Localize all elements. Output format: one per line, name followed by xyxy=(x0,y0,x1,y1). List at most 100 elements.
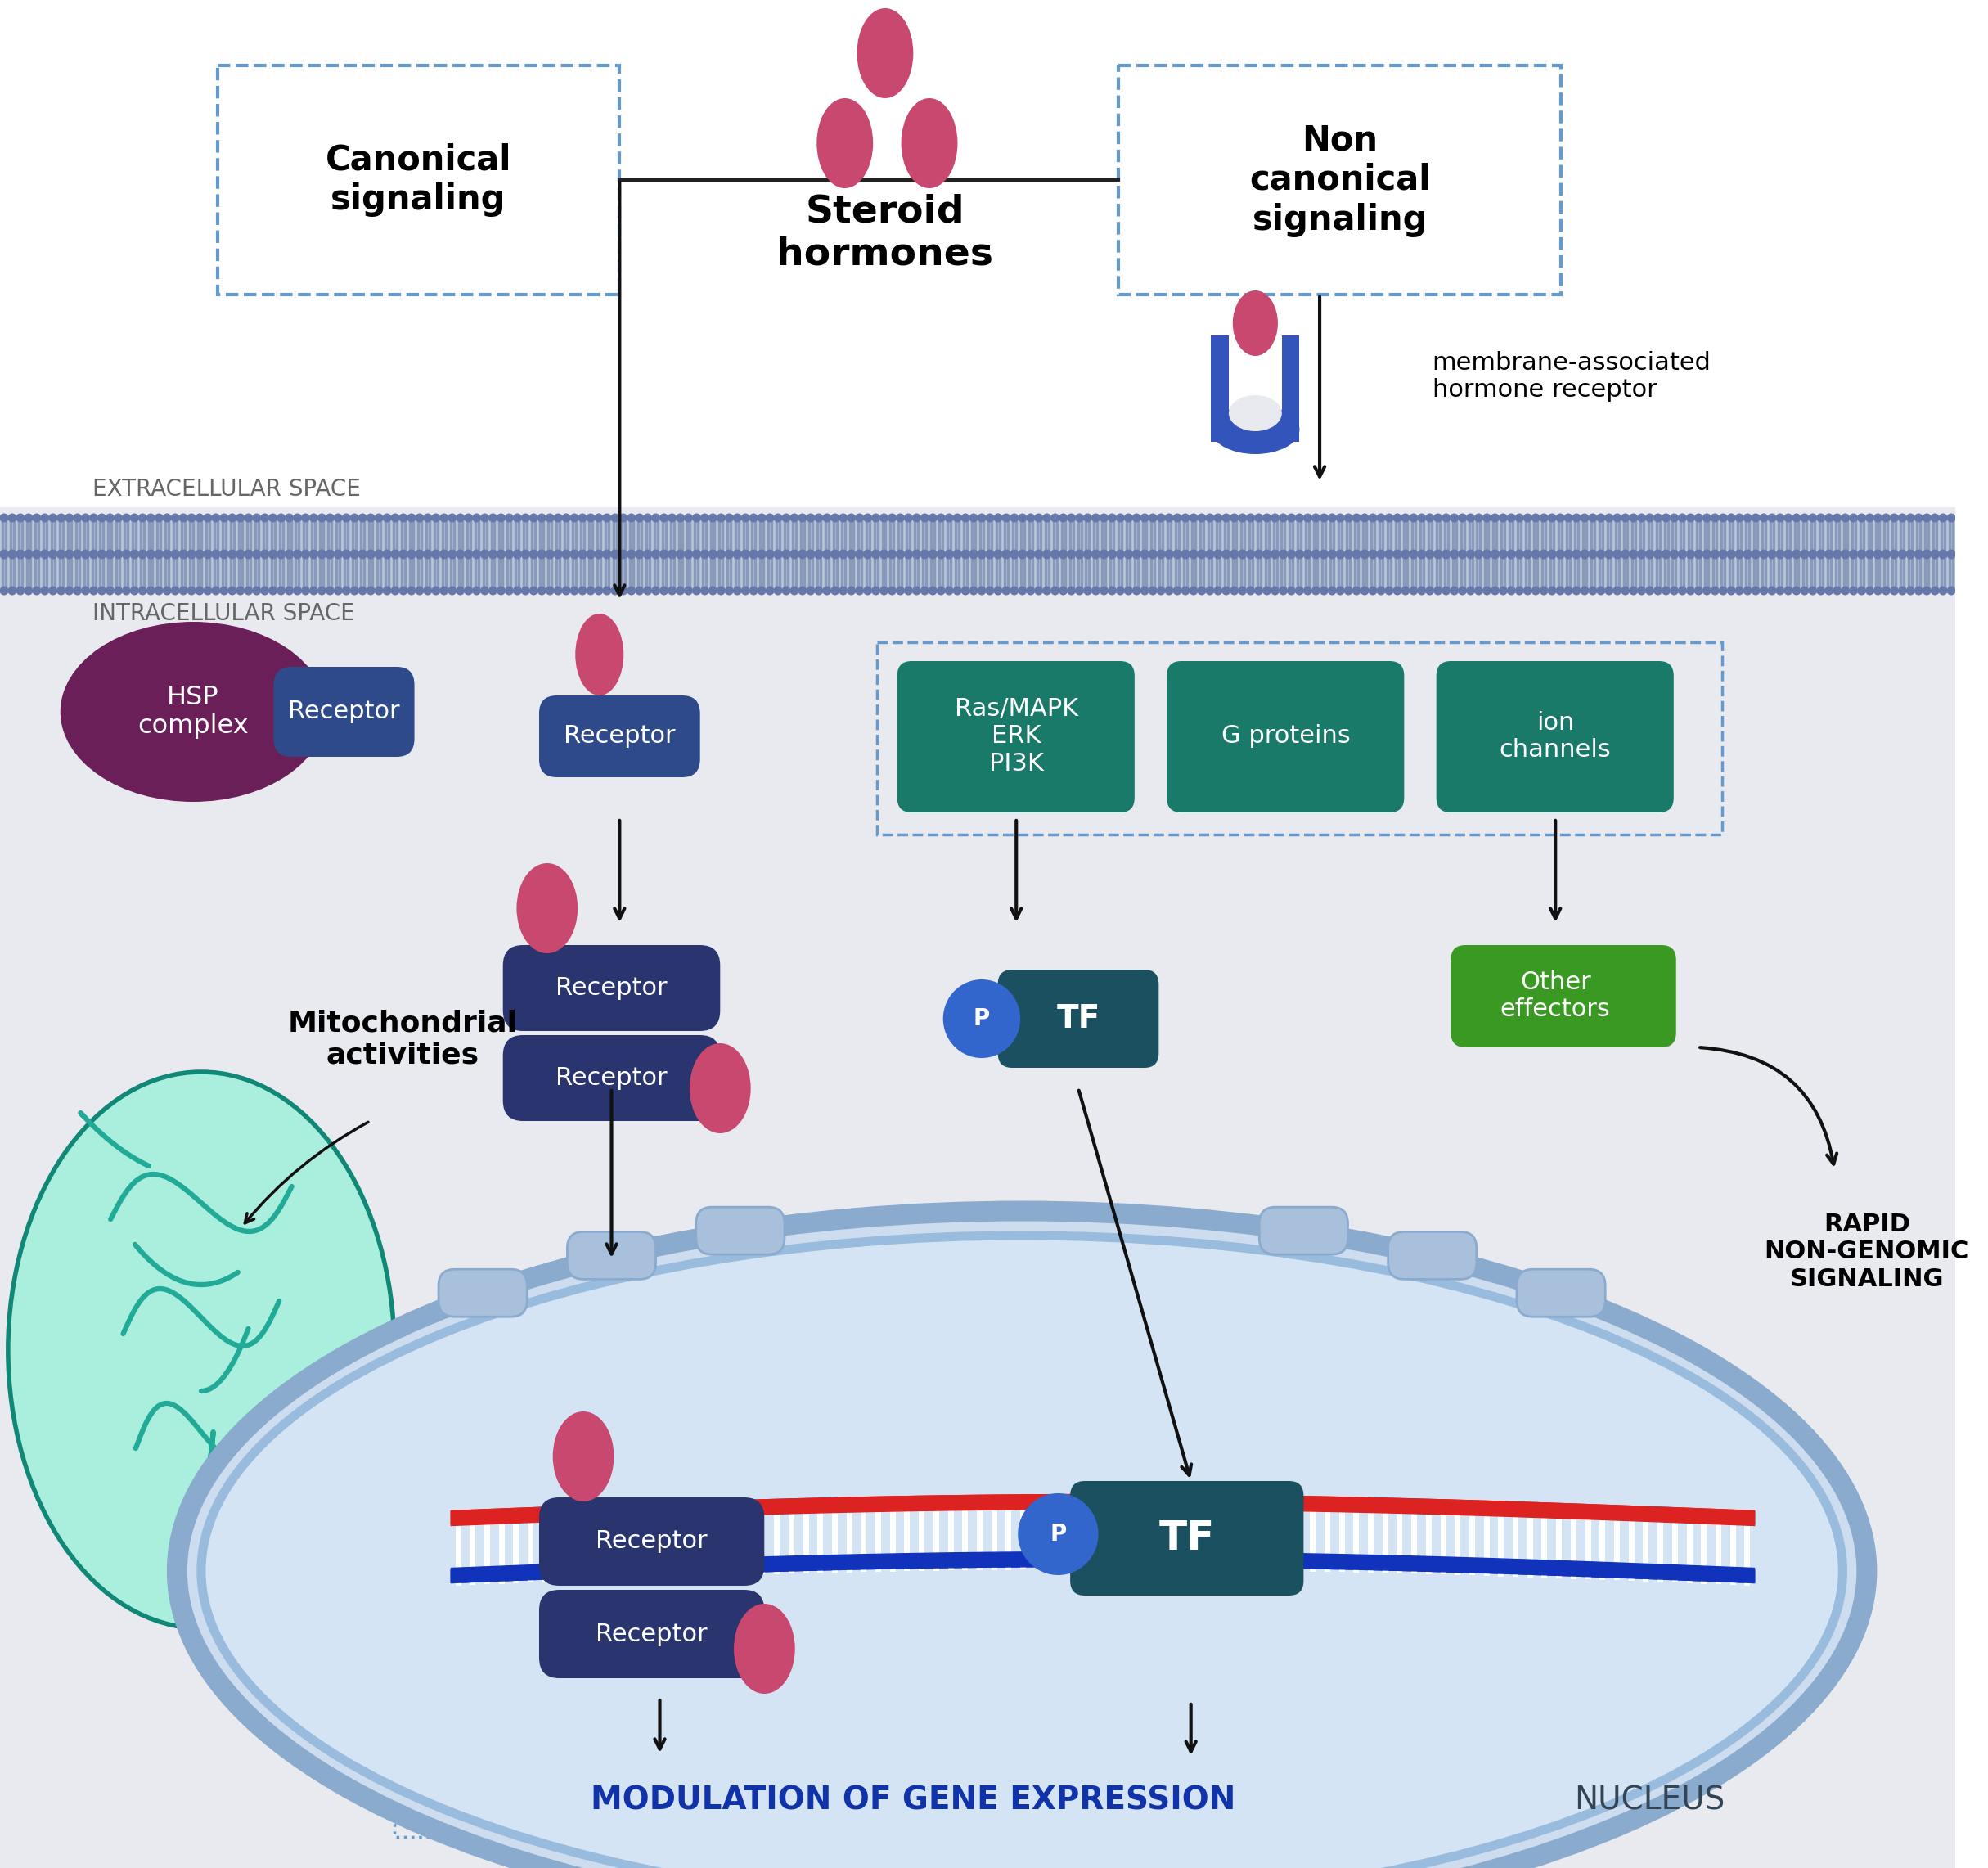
Circle shape xyxy=(292,549,302,559)
Circle shape xyxy=(423,551,431,559)
Circle shape xyxy=(350,549,358,559)
Circle shape xyxy=(1425,551,1433,559)
Circle shape xyxy=(1523,587,1533,596)
Circle shape xyxy=(1938,587,1948,596)
Circle shape xyxy=(1034,514,1044,523)
Circle shape xyxy=(400,551,408,559)
Circle shape xyxy=(113,587,123,596)
Circle shape xyxy=(863,549,873,559)
Circle shape xyxy=(626,549,636,559)
Circle shape xyxy=(1646,514,1654,523)
Circle shape xyxy=(994,551,1002,559)
Circle shape xyxy=(137,514,147,523)
Circle shape xyxy=(1099,551,1109,559)
Circle shape xyxy=(1539,551,1549,559)
Circle shape xyxy=(1751,587,1759,596)
Circle shape xyxy=(1580,514,1588,523)
Circle shape xyxy=(1386,514,1394,523)
Circle shape xyxy=(668,514,676,523)
Circle shape xyxy=(618,514,628,523)
Ellipse shape xyxy=(857,7,912,99)
Circle shape xyxy=(1394,514,1402,523)
Circle shape xyxy=(260,587,268,596)
Circle shape xyxy=(187,549,197,559)
Circle shape xyxy=(1278,587,1288,596)
Circle shape xyxy=(1157,551,1165,559)
Circle shape xyxy=(1662,587,1670,596)
Circle shape xyxy=(326,551,334,559)
Circle shape xyxy=(831,551,839,559)
Circle shape xyxy=(1638,549,1646,559)
Circle shape xyxy=(553,514,563,523)
Circle shape xyxy=(618,549,628,559)
Circle shape xyxy=(1197,514,1207,523)
Circle shape xyxy=(1239,587,1246,596)
Circle shape xyxy=(1417,514,1425,523)
Circle shape xyxy=(1620,549,1630,559)
Circle shape xyxy=(1278,514,1288,523)
Circle shape xyxy=(284,514,294,523)
Circle shape xyxy=(970,549,978,559)
Circle shape xyxy=(292,514,302,523)
Circle shape xyxy=(245,514,252,523)
Circle shape xyxy=(358,587,368,596)
Circle shape xyxy=(1670,514,1678,523)
Circle shape xyxy=(24,587,34,596)
Circle shape xyxy=(1833,551,1841,559)
Circle shape xyxy=(1604,514,1614,523)
Circle shape xyxy=(408,551,415,559)
Circle shape xyxy=(1231,587,1239,596)
Circle shape xyxy=(1857,514,1867,523)
Circle shape xyxy=(863,551,873,559)
Circle shape xyxy=(1344,514,1352,523)
Circle shape xyxy=(1352,587,1362,596)
Circle shape xyxy=(1914,587,1922,596)
Circle shape xyxy=(439,551,449,559)
Circle shape xyxy=(749,549,757,559)
Circle shape xyxy=(505,587,513,596)
Circle shape xyxy=(1596,551,1606,559)
Circle shape xyxy=(1457,587,1467,596)
Circle shape xyxy=(1654,587,1662,596)
Circle shape xyxy=(855,551,865,559)
Circle shape xyxy=(195,551,205,559)
Circle shape xyxy=(1557,549,1565,559)
Circle shape xyxy=(1402,587,1409,596)
Circle shape xyxy=(1010,514,1018,523)
Circle shape xyxy=(105,514,115,523)
Circle shape xyxy=(897,549,905,559)
Circle shape xyxy=(537,549,547,559)
Circle shape xyxy=(1694,549,1704,559)
Circle shape xyxy=(1010,549,1018,559)
Bar xyxy=(877,643,1722,835)
Circle shape xyxy=(195,549,205,559)
Circle shape xyxy=(1596,514,1606,523)
Circle shape xyxy=(497,514,505,523)
Circle shape xyxy=(936,514,946,523)
Circle shape xyxy=(513,514,521,523)
Circle shape xyxy=(912,514,920,523)
Circle shape xyxy=(1491,549,1499,559)
Circle shape xyxy=(757,549,765,559)
Circle shape xyxy=(781,514,791,523)
Circle shape xyxy=(1612,514,1622,523)
FancyBboxPatch shape xyxy=(696,1207,785,1255)
Circle shape xyxy=(960,551,970,559)
Circle shape xyxy=(1573,551,1580,559)
Circle shape xyxy=(1181,514,1191,523)
Circle shape xyxy=(1457,549,1467,559)
Circle shape xyxy=(749,587,757,596)
Circle shape xyxy=(757,514,765,523)
Circle shape xyxy=(1612,551,1622,559)
Circle shape xyxy=(326,514,334,523)
Circle shape xyxy=(1270,551,1280,559)
Circle shape xyxy=(1475,587,1483,596)
Circle shape xyxy=(439,514,449,523)
Circle shape xyxy=(1547,587,1557,596)
Circle shape xyxy=(219,514,229,523)
Circle shape xyxy=(579,549,586,559)
Circle shape xyxy=(1157,549,1165,559)
Circle shape xyxy=(1646,549,1654,559)
Circle shape xyxy=(823,549,831,559)
Circle shape xyxy=(1165,514,1173,523)
